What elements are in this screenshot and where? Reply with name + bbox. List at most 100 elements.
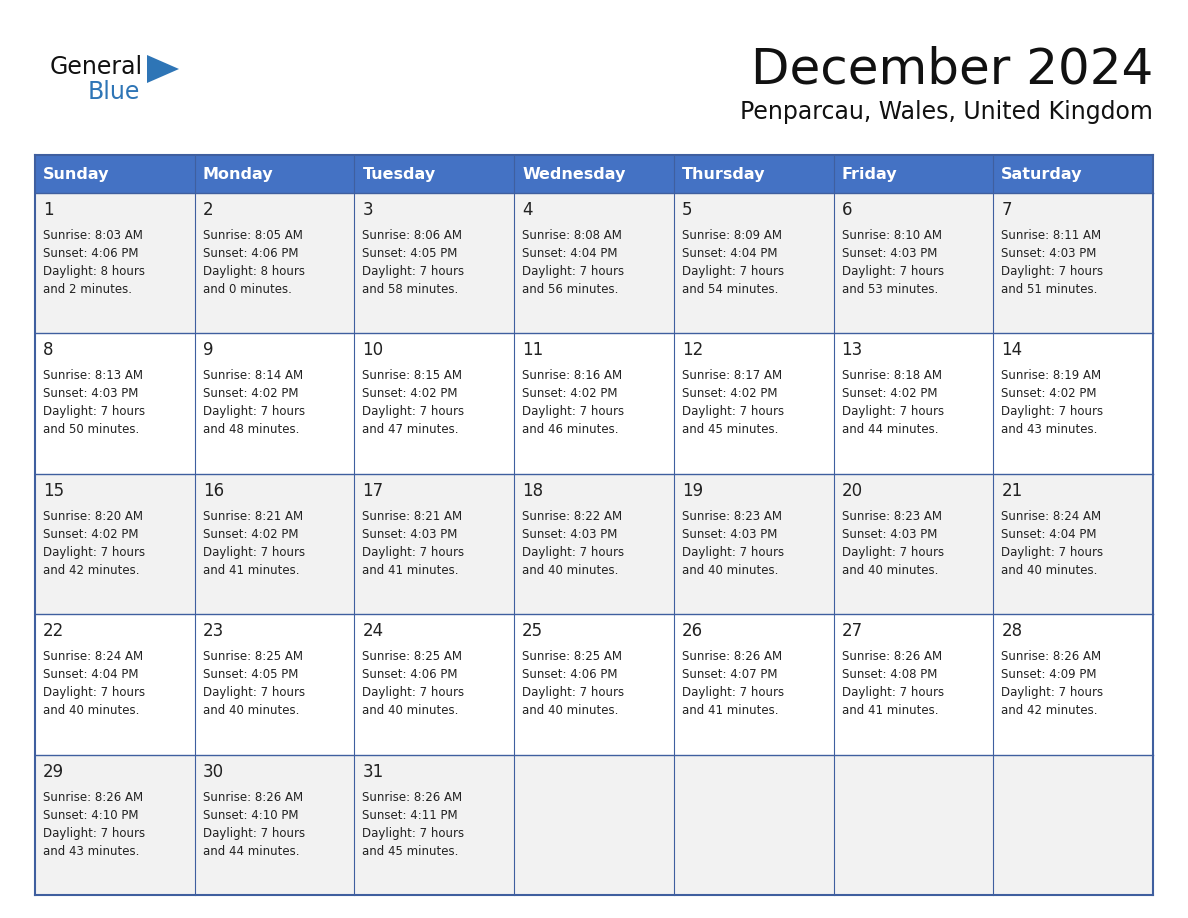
Text: and 47 minutes.: and 47 minutes. [362, 423, 459, 436]
Text: and 0 minutes.: and 0 minutes. [203, 283, 291, 296]
Text: Sunday: Sunday [43, 166, 109, 182]
Text: and 43 minutes.: and 43 minutes. [1001, 423, 1098, 436]
Text: Sunset: 4:08 PM: Sunset: 4:08 PM [841, 668, 937, 681]
Text: and 40 minutes.: and 40 minutes. [523, 564, 619, 577]
Text: 29: 29 [43, 763, 64, 780]
Text: Sunset: 4:09 PM: Sunset: 4:09 PM [1001, 668, 1097, 681]
Text: 17: 17 [362, 482, 384, 499]
Text: and 40 minutes.: and 40 minutes. [682, 564, 778, 577]
Text: 4: 4 [523, 201, 532, 219]
Text: and 40 minutes.: and 40 minutes. [1001, 564, 1098, 577]
Text: Sunrise: 8:25 AM: Sunrise: 8:25 AM [203, 650, 303, 663]
Text: and 41 minutes.: and 41 minutes. [362, 564, 459, 577]
Text: Sunrise: 8:21 AM: Sunrise: 8:21 AM [203, 509, 303, 522]
Text: 3: 3 [362, 201, 373, 219]
Text: 26: 26 [682, 622, 703, 640]
Text: Daylight: 7 hours: Daylight: 7 hours [43, 826, 145, 840]
Text: Sunset: 4:05 PM: Sunset: 4:05 PM [362, 247, 457, 260]
Text: Daylight: 7 hours: Daylight: 7 hours [1001, 686, 1104, 700]
Text: Daylight: 7 hours: Daylight: 7 hours [362, 826, 465, 840]
Text: Monday: Monday [203, 166, 273, 182]
Text: Sunset: 4:02 PM: Sunset: 4:02 PM [203, 387, 298, 400]
Text: Sunset: 4:05 PM: Sunset: 4:05 PM [203, 668, 298, 681]
Text: Sunrise: 8:03 AM: Sunrise: 8:03 AM [43, 229, 143, 242]
Text: 8: 8 [43, 341, 53, 360]
Bar [34, 333, 1154, 474]
Text: and 45 minutes.: and 45 minutes. [362, 845, 459, 857]
Text: Daylight: 7 hours: Daylight: 7 hours [43, 546, 145, 559]
Text: Sunrise: 8:17 AM: Sunrise: 8:17 AM [682, 369, 782, 383]
Text: Sunrise: 8:24 AM: Sunrise: 8:24 AM [43, 650, 143, 663]
Text: Sunset: 4:02 PM: Sunset: 4:02 PM [841, 387, 937, 400]
Text: 20: 20 [841, 482, 862, 499]
Text: Daylight: 7 hours: Daylight: 7 hours [523, 265, 624, 278]
Bar [34, 614, 1154, 755]
Text: Sunrise: 8:19 AM: Sunrise: 8:19 AM [1001, 369, 1101, 383]
Bar [514, 155, 674, 193]
Text: Sunrise: 8:25 AM: Sunrise: 8:25 AM [362, 650, 462, 663]
Text: 28: 28 [1001, 622, 1023, 640]
Text: Daylight: 7 hours: Daylight: 7 hours [523, 406, 624, 419]
Text: Sunrise: 8:08 AM: Sunrise: 8:08 AM [523, 229, 623, 242]
Text: Sunrise: 8:24 AM: Sunrise: 8:24 AM [1001, 509, 1101, 522]
Bar [34, 193, 1154, 333]
Text: Sunset: 4:02 PM: Sunset: 4:02 PM [523, 387, 618, 400]
Text: Sunset: 4:02 PM: Sunset: 4:02 PM [362, 387, 457, 400]
Text: 7: 7 [1001, 201, 1012, 219]
Text: Sunrise: 8:05 AM: Sunrise: 8:05 AM [203, 229, 303, 242]
Text: Daylight: 7 hours: Daylight: 7 hours [841, 686, 943, 700]
Text: Sunset: 4:02 PM: Sunset: 4:02 PM [43, 528, 139, 541]
Text: and 44 minutes.: and 44 minutes. [203, 845, 299, 857]
Text: 15: 15 [43, 482, 64, 499]
Text: Thursday: Thursday [682, 166, 765, 182]
Bar [34, 474, 1154, 614]
Text: Daylight: 7 hours: Daylight: 7 hours [1001, 546, 1104, 559]
Text: and 43 minutes.: and 43 minutes. [43, 845, 139, 857]
Text: 2: 2 [203, 201, 214, 219]
Text: Sunset: 4:06 PM: Sunset: 4:06 PM [203, 247, 298, 260]
Text: and 42 minutes.: and 42 minutes. [1001, 704, 1098, 717]
Text: Sunrise: 8:06 AM: Sunrise: 8:06 AM [362, 229, 462, 242]
Text: 24: 24 [362, 622, 384, 640]
Text: and 56 minutes.: and 56 minutes. [523, 283, 619, 296]
Text: and 45 minutes.: and 45 minutes. [682, 423, 778, 436]
Bar [993, 155, 1154, 193]
Bar [195, 155, 354, 193]
Text: 13: 13 [841, 341, 862, 360]
Text: Daylight: 7 hours: Daylight: 7 hours [362, 546, 465, 559]
Text: 16: 16 [203, 482, 223, 499]
Text: Daylight: 7 hours: Daylight: 7 hours [682, 406, 784, 419]
Text: Friday: Friday [841, 166, 897, 182]
Text: and 51 minutes.: and 51 minutes. [1001, 283, 1098, 296]
Text: 23: 23 [203, 622, 225, 640]
Text: and 41 minutes.: and 41 minutes. [203, 564, 299, 577]
Text: Daylight: 7 hours: Daylight: 7 hours [682, 686, 784, 700]
Text: Sunrise: 8:26 AM: Sunrise: 8:26 AM [362, 790, 462, 803]
Text: Daylight: 7 hours: Daylight: 7 hours [682, 265, 784, 278]
Text: Sunset: 4:11 PM: Sunset: 4:11 PM [362, 809, 459, 822]
Polygon shape [147, 55, 179, 83]
Text: and 40 minutes.: and 40 minutes. [43, 704, 139, 717]
Text: 14: 14 [1001, 341, 1023, 360]
Text: Tuesday: Tuesday [362, 166, 436, 182]
Text: and 53 minutes.: and 53 minutes. [841, 283, 937, 296]
Bar [354, 155, 514, 193]
Bar [34, 755, 1154, 895]
Text: Daylight: 7 hours: Daylight: 7 hours [1001, 406, 1104, 419]
Text: Penparcau, Wales, United Kingdom: Penparcau, Wales, United Kingdom [740, 100, 1154, 124]
Text: Sunrise: 8:22 AM: Sunrise: 8:22 AM [523, 509, 623, 522]
Text: 31: 31 [362, 763, 384, 780]
Text: and 40 minutes.: and 40 minutes. [841, 564, 939, 577]
Text: Sunset: 4:04 PM: Sunset: 4:04 PM [43, 668, 139, 681]
Text: Sunset: 4:03 PM: Sunset: 4:03 PM [841, 528, 937, 541]
Text: and 58 minutes.: and 58 minutes. [362, 283, 459, 296]
Text: Sunset: 4:06 PM: Sunset: 4:06 PM [362, 668, 457, 681]
Text: Sunset: 4:02 PM: Sunset: 4:02 PM [203, 528, 298, 541]
Text: Sunrise: 8:26 AM: Sunrise: 8:26 AM [841, 650, 942, 663]
Bar [674, 155, 834, 193]
Text: Sunset: 4:10 PM: Sunset: 4:10 PM [43, 809, 139, 822]
Text: Sunset: 4:03 PM: Sunset: 4:03 PM [362, 528, 457, 541]
Text: 5: 5 [682, 201, 693, 219]
Text: Daylight: 7 hours: Daylight: 7 hours [841, 406, 943, 419]
Text: 25: 25 [523, 622, 543, 640]
